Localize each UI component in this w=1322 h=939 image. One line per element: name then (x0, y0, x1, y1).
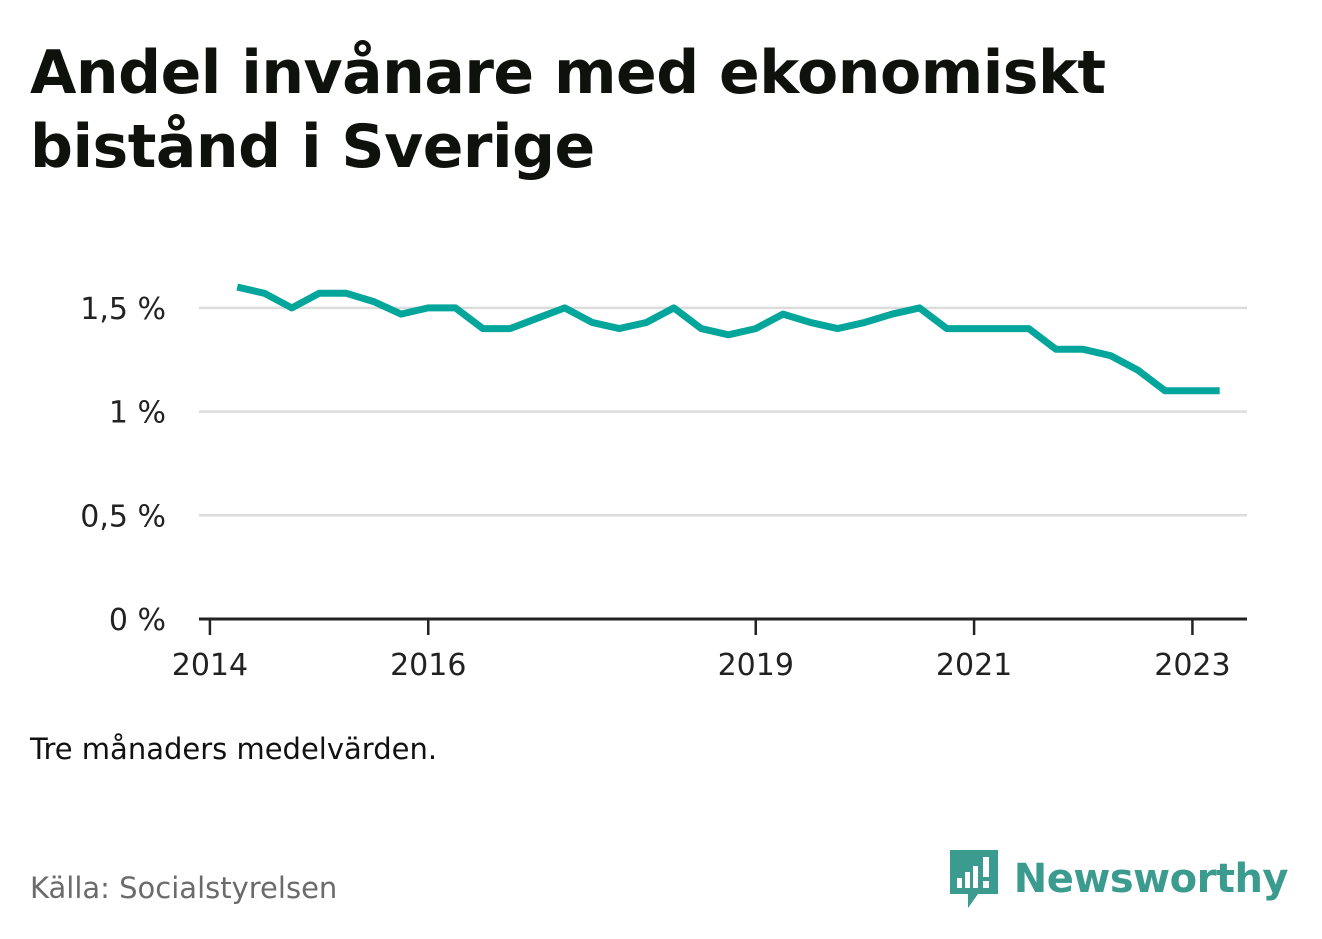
series-line (236, 283, 1220, 395)
brand-name: Newsworthy (1013, 856, 1289, 902)
source-credit: Källa: Socialstyrelsen (30, 871, 338, 905)
x-tick-label: 2016 (390, 648, 466, 683)
y-tick-label: 0 % (109, 603, 166, 638)
x-tick-label: 2014 (172, 648, 248, 683)
newsworthy-logo-icon (949, 850, 998, 908)
chart-note: Tre månaders medelvärden. (30, 732, 438, 766)
y-tick-label: 1 % (109, 396, 166, 431)
y-tick-label: 0,5 % (80, 499, 166, 534)
x-tick-label: 2019 (718, 648, 794, 683)
x-tick-label: 2021 (936, 648, 1012, 683)
brand-logo: Newsworthy (948, 848, 1289, 910)
y-tick-label: 1,5 % (80, 292, 166, 327)
series-lines (236, 283, 1220, 395)
line-chart: 0 % 0,5 % 1 % 1,5 % 2014 2016 2019 2021 2023 (80, 283, 1247, 683)
chart-title: Andel invånare med ekonomiskt bistånd i … (30, 38, 1106, 182)
x-axis: 2014 2016 2019 2021 2023 (172, 617, 1247, 683)
y-axis-tick-labels: 0 % 0,5 % 1 % 1,5 % (80, 292, 166, 638)
x-tick-label: 2023 (1154, 648, 1230, 683)
gridlines (199, 306, 1247, 517)
